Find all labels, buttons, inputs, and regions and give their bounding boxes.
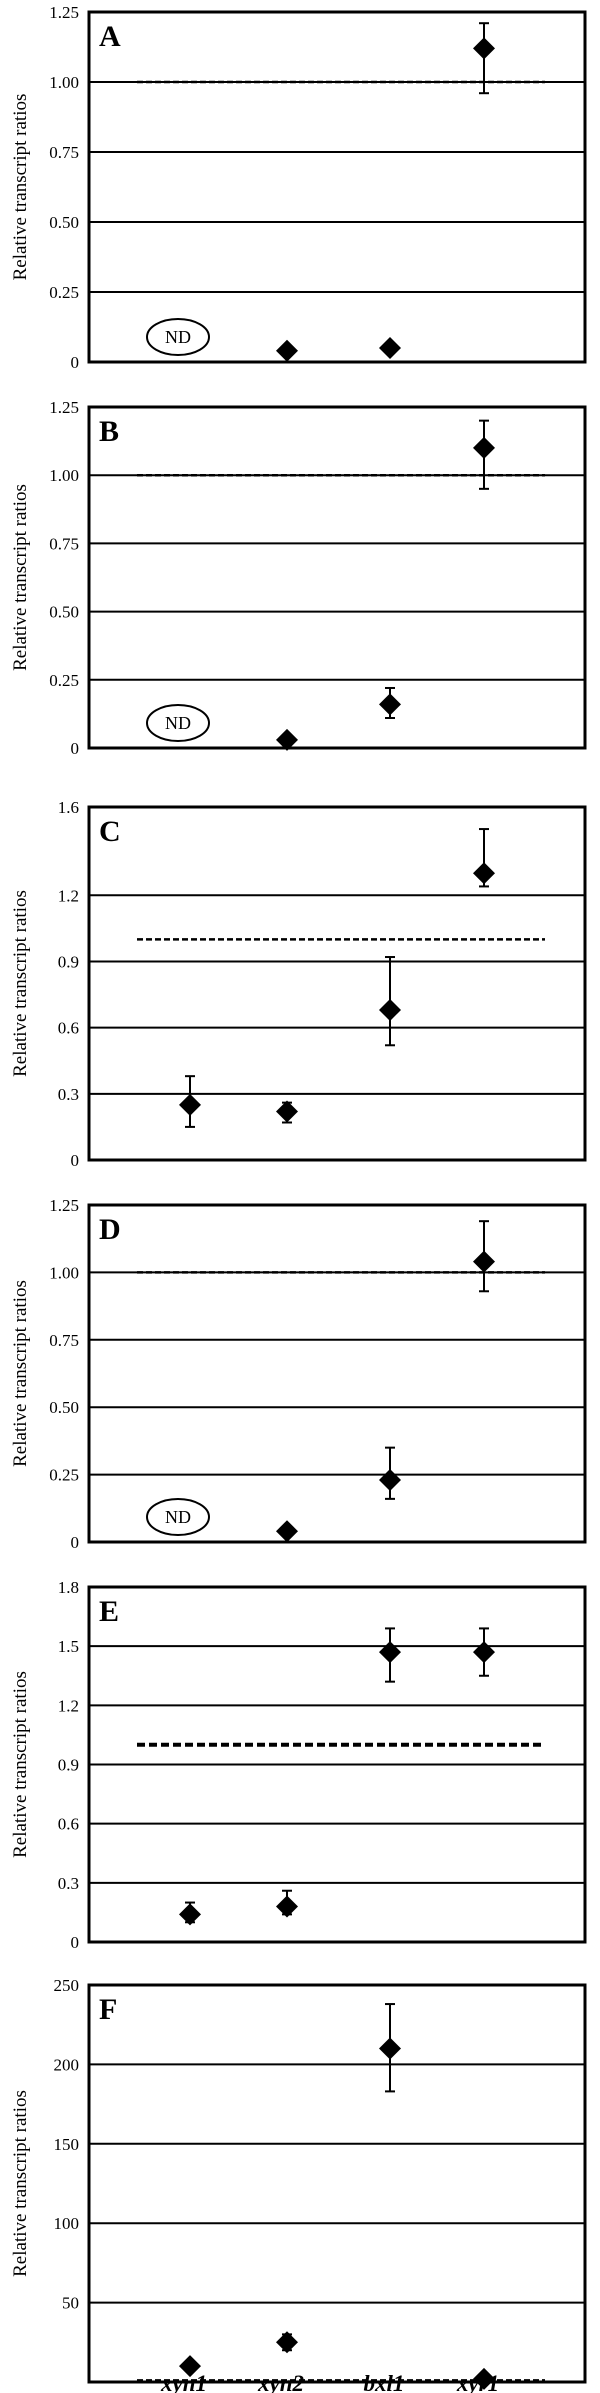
panel-d: 0 0.25 0.50 0.75 1.00 1.25 Relative transcript… [10,1196,587,1552]
data-point-bxl1 [379,998,401,1021]
y-tick-label: 1.2 [58,1696,79,1715]
data-point-xyn2 [276,2331,298,2354]
y-tick-label: 1.2 [58,886,79,905]
nd-marker-ellipse [146,1498,210,1536]
plot-frame [87,1203,587,1544]
y-tick-label: 0.75 [49,534,79,553]
y-tick-label: 0.25 [49,1466,79,1485]
y-tick-label: 0.50 [49,1398,79,1417]
data-point-xyr1 [473,1250,495,1273]
data-point-xyr1 [473,2367,495,2390]
y-tick-label: 1.00 [49,466,79,485]
y-tick-label: 0.9 [58,1756,79,1775]
panel-e: 0 0.3 0.6 0.9 1.2 1.5 1.8 Relative transcript r… [10,1578,587,1952]
data-point-xyn1 [179,1093,201,1116]
x-category-label: bxl1 [364,2371,405,2393]
y-axis-title: Relative transcript ratios [10,484,31,671]
panel-letter: A [99,20,121,53]
data-point-xyr1 [473,436,495,459]
y-tick-label: 150 [54,2135,80,2154]
y-tick-label: 0.50 [49,213,79,232]
y-tick-label: 0 [71,1933,80,1952]
nd-label: ND [165,327,191,347]
y-axis-title: Relative transcript ratios [10,1280,31,1467]
y-tick-label: 200 [54,2055,80,2074]
y-tick-label: 0 [71,1151,80,1170]
data-point-xyn1 [179,2355,201,2378]
panel-c: 0 0.3 0.6 0.9 1.2 1.6 Relative transcript rati… [10,798,587,1170]
nd-marker-ellipse [146,704,210,742]
y-tick-label: 1.8 [58,1578,79,1597]
y-tick-label: 100 [54,2214,80,2233]
data-point-bxl1 [379,1468,401,1491]
data-point-xyn2 [276,1520,298,1543]
data-point-xyr1 [473,1641,495,1664]
panel-f: 50 100 150 200 250 Relative transcript ratios… [10,1976,587,2390]
data-point-xyn2 [276,1100,298,1123]
y-tick-label: 0.50 [49,603,79,622]
data-point-xyn2 [276,1895,298,1918]
panel-b: 0 0.25 0.50 0.75 1.00 1.25 Relative transcript… [10,398,587,758]
y-tick-label: 1.25 [49,1196,79,1215]
y-tick-label: 1.00 [49,1263,79,1282]
y-tick-label: 250 [54,1976,80,1995]
plot-frame [87,405,587,750]
data-point-bxl1 [379,693,401,716]
y-tick-label: 0 [71,1533,80,1552]
data-point-xyr1 [473,37,495,60]
y-tick-label: 0.6 [58,1019,79,1038]
x-category-label: xyn1 [160,2371,207,2393]
x-category-label: xyn2 [257,2371,304,2393]
y-tick-label: 0 [71,739,80,758]
y-tick-label: 50 [62,2294,79,2313]
y-tick-label: 1.00 [49,73,79,92]
data-point-xyn2 [276,339,298,362]
x-category-label: xyr1 [456,2371,499,2393]
data-point-xyn1 [179,1903,201,1926]
data-point-xyr1 [473,862,495,885]
y-tick-label: 0.6 [58,1815,79,1834]
y-axis-title: Relative transcript ratios [10,1671,31,1858]
y-axis-title: Relative transcript ratios [10,2090,31,2277]
y-tick-label: 0.25 [49,671,79,690]
y-tick-label: 1.5 [58,1637,79,1656]
plot-frame [87,805,587,1162]
panel-letter: B [99,415,119,448]
panel-letter: E [99,1595,119,1628]
y-tick-label: 0.75 [49,143,79,162]
nd-label: ND [165,713,191,733]
nd-marker-ellipse [146,318,210,356]
y-tick-label: 1.6 [58,798,79,817]
y-tick-label: 0.75 [49,1331,79,1350]
data-point-bxl1 [379,337,401,359]
panel-letter: D [99,1213,121,1246]
panel-letter: F [99,1993,117,2026]
y-tick-label: 1.25 [49,3,79,22]
nd-label: ND [165,1507,191,1527]
panel-a: 0 0.25 0.50 0.75 1.00 1.25 Relative transcript… [10,3,587,372]
data-point-xyn2 [276,728,298,751]
data-point-bxl1 [379,1641,401,1664]
y-tick-label: 1.25 [49,398,79,417]
y-tick-label: 0.3 [58,1874,79,1893]
plot-frame [87,10,587,364]
y-tick-label: 0.25 [49,283,79,302]
y-tick-label: 0 [71,353,80,372]
y-tick-label: 0.3 [58,1085,79,1104]
y-axis-title: Relative transcript ratios [10,890,31,1077]
panel-letter: C [99,815,121,848]
data-point-bxl1 [379,2037,401,2060]
plot-frame [87,1983,587,2384]
y-axis-title: Relative transcript ratios [10,94,31,281]
y-tick-label: 0.9 [58,952,79,971]
